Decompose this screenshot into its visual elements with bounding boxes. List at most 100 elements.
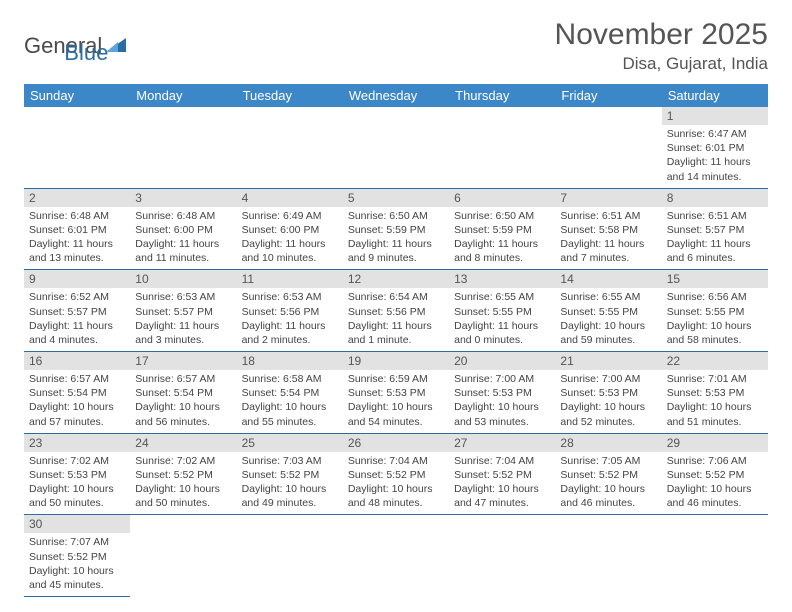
sunset-line: Sunset: 5:59 PM: [348, 223, 444, 237]
calendar-cell: 19Sunrise: 6:59 AMSunset: 5:53 PMDayligh…: [343, 352, 449, 434]
calendar-cell: 13Sunrise: 6:55 AMSunset: 5:55 PMDayligh…: [449, 270, 555, 352]
day-number: 12: [343, 270, 449, 288]
calendar-cell: [24, 107, 130, 188]
day-number: 8: [662, 189, 768, 207]
sunrise-line: Sunrise: 6:49 AM: [242, 209, 338, 223]
day-details: Sunrise: 6:55 AMSunset: 5:55 PMDaylight:…: [449, 288, 555, 351]
sunset-line: Sunset: 5:55 PM: [454, 305, 550, 319]
day-number: 13: [449, 270, 555, 288]
sunset-line: Sunset: 6:00 PM: [135, 223, 231, 237]
calendar-cell: 5Sunrise: 6:50 AMSunset: 5:59 PMDaylight…: [343, 188, 449, 270]
day-details: Sunrise: 6:59 AMSunset: 5:53 PMDaylight:…: [343, 370, 449, 433]
day-details: Sunrise: 7:04 AMSunset: 5:52 PMDaylight:…: [449, 452, 555, 515]
day-number: 24: [130, 434, 236, 452]
day-details: Sunrise: 6:48 AMSunset: 6:01 PMDaylight:…: [24, 207, 130, 270]
sunset-line: Sunset: 5:59 PM: [454, 223, 550, 237]
sunset-line: Sunset: 5:53 PM: [29, 468, 125, 482]
day-details: Sunrise: 7:02 AMSunset: 5:52 PMDaylight:…: [130, 452, 236, 515]
sunrise-line: Sunrise: 6:56 AM: [667, 290, 763, 304]
calendar-cell: 14Sunrise: 6:55 AMSunset: 5:55 PMDayligh…: [555, 270, 661, 352]
weekday-header: Thursday: [449, 84, 555, 107]
calendar-cell: 4Sunrise: 6:49 AMSunset: 6:00 PMDaylight…: [237, 188, 343, 270]
daylight-line: Daylight: 10 hours and 50 minutes.: [135, 482, 231, 510]
day-number: 14: [555, 270, 661, 288]
sunset-line: Sunset: 5:52 PM: [454, 468, 550, 482]
weekday-header: Wednesday: [343, 84, 449, 107]
calendar-cell: [130, 515, 236, 597]
sunset-line: Sunset: 5:52 PM: [560, 468, 656, 482]
day-number: 11: [237, 270, 343, 288]
daylight-line: Daylight: 10 hours and 55 minutes.: [242, 400, 338, 428]
sunrise-line: Sunrise: 7:00 AM: [560, 372, 656, 386]
sunrise-line: Sunrise: 6:50 AM: [348, 209, 444, 223]
day-number: 5: [343, 189, 449, 207]
calendar-cell: [343, 515, 449, 597]
daylight-line: Daylight: 10 hours and 54 minutes.: [348, 400, 444, 428]
day-number: 27: [449, 434, 555, 452]
day-number: 23: [24, 434, 130, 452]
daylight-line: Daylight: 11 hours and 14 minutes.: [667, 155, 763, 183]
sunset-line: Sunset: 5:56 PM: [242, 305, 338, 319]
sunset-line: Sunset: 5:53 PM: [348, 386, 444, 400]
sunset-line: Sunset: 5:55 PM: [560, 305, 656, 319]
day-details: Sunrise: 6:52 AMSunset: 5:57 PMDaylight:…: [24, 288, 130, 351]
day-details: Sunrise: 6:53 AMSunset: 5:57 PMDaylight:…: [130, 288, 236, 351]
day-details: Sunrise: 6:53 AMSunset: 5:56 PMDaylight:…: [237, 288, 343, 351]
calendar-cell: 20Sunrise: 7:00 AMSunset: 5:53 PMDayligh…: [449, 352, 555, 434]
daylight-line: Daylight: 11 hours and 10 minutes.: [242, 237, 338, 265]
calendar-cell: [555, 515, 661, 597]
sunrise-line: Sunrise: 6:58 AM: [242, 372, 338, 386]
sunrise-line: Sunrise: 7:00 AM: [454, 372, 550, 386]
daylight-line: Daylight: 10 hours and 45 minutes.: [29, 564, 125, 592]
day-number: 25: [237, 434, 343, 452]
day-number: 9: [24, 270, 130, 288]
day-number: 3: [130, 189, 236, 207]
day-details: Sunrise: 6:56 AMSunset: 5:55 PMDaylight:…: [662, 288, 768, 351]
daylight-line: Daylight: 10 hours and 53 minutes.: [454, 400, 550, 428]
day-number: 4: [237, 189, 343, 207]
sunrise-line: Sunrise: 7:03 AM: [242, 454, 338, 468]
sunrise-line: Sunrise: 7:06 AM: [667, 454, 763, 468]
sunset-line: Sunset: 5:53 PM: [454, 386, 550, 400]
sunset-line: Sunset: 5:53 PM: [667, 386, 763, 400]
sunset-line: Sunset: 5:56 PM: [348, 305, 444, 319]
sunset-line: Sunset: 5:53 PM: [560, 386, 656, 400]
sunset-line: Sunset: 5:52 PM: [667, 468, 763, 482]
daylight-line: Daylight: 11 hours and 2 minutes.: [242, 319, 338, 347]
day-number: 18: [237, 352, 343, 370]
day-number: 6: [449, 189, 555, 207]
calendar-row: 9Sunrise: 6:52 AMSunset: 5:57 PMDaylight…: [24, 270, 768, 352]
sunrise-line: Sunrise: 6:57 AM: [135, 372, 231, 386]
calendar-cell: 25Sunrise: 7:03 AMSunset: 5:52 PMDayligh…: [237, 433, 343, 515]
calendar-cell: 23Sunrise: 7:02 AMSunset: 5:53 PMDayligh…: [24, 433, 130, 515]
calendar-cell: 18Sunrise: 6:58 AMSunset: 5:54 PMDayligh…: [237, 352, 343, 434]
calendar-cell: [662, 515, 768, 597]
calendar-row: 23Sunrise: 7:02 AMSunset: 5:53 PMDayligh…: [24, 433, 768, 515]
calendar-cell: 2Sunrise: 6:48 AMSunset: 6:01 PMDaylight…: [24, 188, 130, 270]
calendar-cell: 16Sunrise: 6:57 AMSunset: 5:54 PMDayligh…: [24, 352, 130, 434]
sunrise-line: Sunrise: 6:48 AM: [29, 209, 125, 223]
sunset-line: Sunset: 5:54 PM: [29, 386, 125, 400]
day-details: Sunrise: 6:48 AMSunset: 6:00 PMDaylight:…: [130, 207, 236, 270]
day-number: 26: [343, 434, 449, 452]
sunrise-line: Sunrise: 6:55 AM: [560, 290, 656, 304]
calendar-cell: 28Sunrise: 7:05 AMSunset: 5:52 PMDayligh…: [555, 433, 661, 515]
calendar-cell: 12Sunrise: 6:54 AMSunset: 5:56 PMDayligh…: [343, 270, 449, 352]
sunset-line: Sunset: 5:55 PM: [667, 305, 763, 319]
calendar-cell: 21Sunrise: 7:00 AMSunset: 5:53 PMDayligh…: [555, 352, 661, 434]
calendar-cell: [449, 107, 555, 188]
sunrise-line: Sunrise: 6:50 AM: [454, 209, 550, 223]
day-details: Sunrise: 6:54 AMSunset: 5:56 PMDaylight:…: [343, 288, 449, 351]
calendar-cell: [555, 107, 661, 188]
sunset-line: Sunset: 5:52 PM: [348, 468, 444, 482]
calendar-cell: [237, 515, 343, 597]
sunset-line: Sunset: 5:58 PM: [560, 223, 656, 237]
sunrise-line: Sunrise: 6:57 AM: [29, 372, 125, 386]
day-details: Sunrise: 6:57 AMSunset: 5:54 PMDaylight:…: [130, 370, 236, 433]
sunrise-line: Sunrise: 6:54 AM: [348, 290, 444, 304]
day-number: 19: [343, 352, 449, 370]
day-details: Sunrise: 6:51 AMSunset: 5:57 PMDaylight:…: [662, 207, 768, 270]
daylight-line: Daylight: 11 hours and 0 minutes.: [454, 319, 550, 347]
weekday-header-row: Sunday Monday Tuesday Wednesday Thursday…: [24, 84, 768, 107]
daylight-line: Daylight: 10 hours and 46 minutes.: [667, 482, 763, 510]
